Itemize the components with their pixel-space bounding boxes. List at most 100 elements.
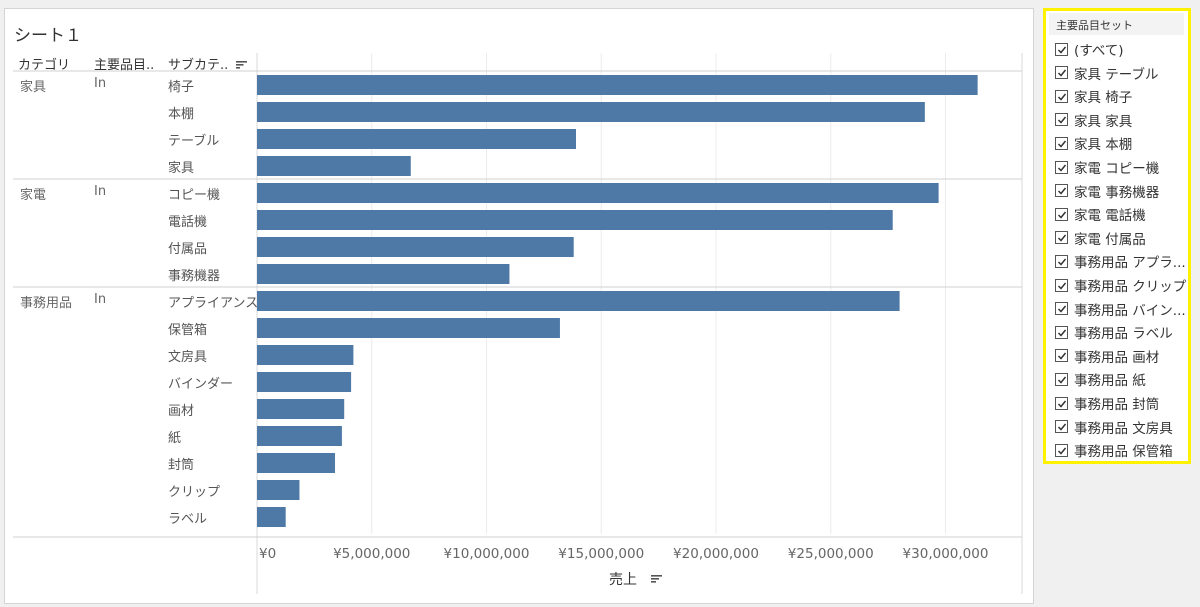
filter-item-label: 家電 コピー機 [1074,161,1160,177]
filter-item-label: 事務用品 バイン... [1074,302,1186,319]
bar [257,237,574,257]
filter-item[interactable]: 家具 家具 [1055,109,1132,131]
checkbox-checked-icon[interactable] [1055,66,1068,80]
filter-item[interactable]: 事務用品 バイン... [1055,298,1186,320]
subcategory-label[interactable]: 紙 [168,431,182,446]
sort-descending-icon[interactable] [236,59,248,72]
x-tick-label: ¥15,000,000 [558,546,644,562]
checkbox-checked-icon[interactable] [1055,42,1068,56]
filter-item-label: 事務用品 封筒 [1074,397,1160,413]
filter-item[interactable]: 家電 コピー機 [1055,156,1159,178]
subcategory-label[interactable]: 文房具 [168,350,208,365]
checkbox-checked-icon[interactable] [1055,136,1068,150]
subcategory-label[interactable]: クリップ [168,485,221,500]
bar [257,453,336,473]
member-label[interactable]: In [94,184,107,199]
filter-item[interactable]: 家電 付属品 [1055,227,1146,249]
filter-title: 主要品目セット [1056,19,1133,32]
subcategory-label[interactable]: 電話機 [168,215,208,230]
subcategory-label[interactable]: 保管箱 [168,323,208,338]
subcategory-label[interactable]: 家具 [168,161,195,176]
filter-item[interactable]: 家具 テーブル [1055,62,1158,84]
filter-item-label: 事務用品 アプラ... [1074,255,1186,272]
category-label[interactable]: 家具 [20,80,47,95]
checkbox-checked-icon[interactable] [1055,207,1068,221]
subcategory-header[interactable]: サブカテ.. [168,54,248,73]
filter-item[interactable]: 事務用品 アプラ... [1055,250,1186,272]
filter-item[interactable]: 家電 電話機 [1055,203,1146,225]
empty-panel-area [1043,466,1193,607]
member-header-label: 主要品目.. [94,58,155,73]
checkbox-checked-icon[interactable] [1055,420,1068,434]
x-tick-label: ¥20,000,000 [673,546,759,562]
checkbox-checked-icon[interactable] [1055,184,1068,198]
member-header[interactable]: 主要品目.. [94,54,154,73]
subcategory-label[interactable]: 本棚 [168,107,195,122]
filter-item[interactable]: 事務用品 紙 [1055,368,1146,390]
subcategory-label[interactable]: ラベル [168,512,208,527]
subcategory-label[interactable]: 事務機器 [168,269,221,284]
filter-item[interactable]: 家電 事務機器 [1055,180,1159,202]
category-label[interactable]: 家電 [20,188,47,203]
checkbox-checked-icon[interactable] [1055,231,1068,245]
subcategory-header-label: サブカテ.. [168,58,229,73]
subcategory-label[interactable]: アプライアンス [168,296,259,311]
filter-item-label: 家電 事務機器 [1074,184,1160,201]
checkbox-checked-icon[interactable] [1055,372,1068,386]
filter-item[interactable]: 事務用品 画材 [1055,345,1159,367]
x-tick-label: ¥10,000,000 [444,546,530,562]
checkbox-checked-icon[interactable] [1055,254,1068,268]
x-axis-title: 売上 [609,572,637,588]
checkbox-checked-icon[interactable] [1055,278,1068,292]
member-label[interactable]: In [94,76,107,91]
filter-item[interactable]: 家具 本棚 [1055,132,1132,154]
checkbox-checked-icon[interactable] [1055,113,1068,127]
filter-item[interactable]: 事務用品 ラベル [1055,321,1173,343]
filter-item[interactable]: 事務用品 クリップ [1055,274,1186,296]
filter-item-label: 家具 家具 [1074,113,1133,130]
subcategory-label[interactable]: 画材 [168,404,195,419]
filter-item[interactable]: (すべて) [1055,38,1124,60]
checkbox-checked-icon[interactable] [1055,349,1068,363]
checkbox-checked-icon[interactable] [1055,89,1068,103]
subcategory-label[interactable]: 封筒 [168,458,195,473]
bar-chart: ¥0 ¥5,000,000 ¥10,000,000 ¥15,000,000 ¥20,00… [13,53,1023,594]
bar [257,102,925,122]
filter-item[interactable]: 事務用品 封筒 [1055,392,1159,414]
subcategory-label[interactable]: 付属品 [168,242,208,257]
category-header[interactable]: カテゴリ [18,54,70,73]
filter-panel: 主要品目セット (すべて) 家具 テーブル 家具 椅子家具 家具家具 本棚家電 コピ… [1043,8,1191,464]
worksheet: シート１ カテゴリ 主要品目.. サブカテ.. ¥0 ¥5,000,000 ¥10,… [4,8,1034,604]
checkbox-checked-icon[interactable] [1055,160,1068,174]
category-label[interactable]: 事務用品 [20,296,73,311]
axis-sort-icon [651,575,662,583]
subcategory-label[interactable]: 椅子 [168,80,195,95]
bar [257,480,300,500]
bar [257,75,978,95]
subcategory-label[interactable]: バインダー [168,377,234,392]
checkbox-checked-icon[interactable] [1055,443,1068,457]
bar [257,426,342,446]
bar [257,210,893,230]
filter-item[interactable]: 事務用品 文房具 [1055,416,1173,438]
checkbox-checked-icon[interactable] [1055,325,1068,339]
subcategory-label[interactable]: テーブル [168,134,220,149]
checkbox-checked-icon[interactable] [1055,302,1068,316]
checkbox-checked-icon[interactable] [1055,396,1068,410]
filter-item-label: 事務用品 画材 [1074,349,1160,366]
filter-item[interactable]: 事務用品 保管箱 [1055,439,1173,461]
filter-item-label: (すべて) [1074,43,1124,59]
bar [257,507,286,527]
category-header-label: カテゴリ [18,58,71,73]
bar [257,156,411,176]
sheet-title: シート１ [14,26,82,46]
filter-item-label: 家具 本棚 [1074,137,1133,154]
member-label[interactable]: In [94,292,107,307]
filter-item[interactable]: 家具 椅子 [1055,85,1132,107]
filter-item-label: 家電 電話機 [1074,208,1146,225]
subcategory-label[interactable]: コピー機 [168,188,221,203]
x-tick-label: ¥5,000,000 [333,546,410,562]
bar [257,291,900,311]
x-tick-label: ¥30,000,000 [903,546,989,562]
bar [257,129,577,149]
